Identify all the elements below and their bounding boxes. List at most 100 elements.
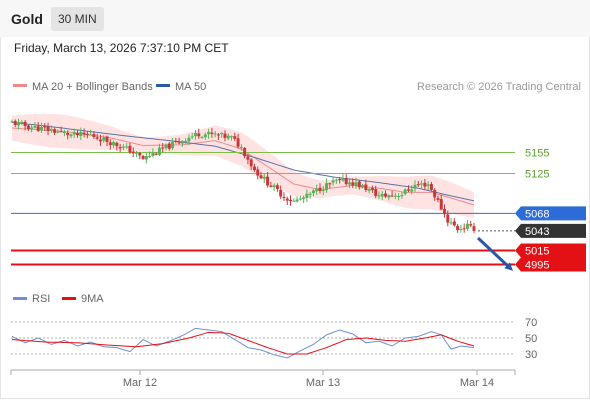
candle-body [148, 156, 152, 158]
candle-body [252, 166, 256, 171]
candle-body [236, 138, 240, 147]
candle [239, 144, 243, 151]
rsi-ma-legend-label: 9MA [81, 293, 104, 305]
candle-body [347, 182, 351, 185]
candle-body [157, 147, 161, 155]
candle [203, 132, 207, 140]
candle-body [161, 147, 165, 149]
candle [23, 120, 27, 131]
rsi-panel: 70 50 30 [11, 317, 537, 361]
candle-body [364, 184, 368, 190]
candle [141, 154, 145, 160]
x-tick-label: Mar 12 [123, 377, 157, 389]
candle-body [246, 156, 250, 160]
candle-body [39, 126, 43, 131]
candle [151, 148, 155, 158]
candle-body [138, 153, 142, 156]
candle [462, 223, 466, 233]
candle-body [384, 193, 388, 197]
candle-body [207, 131, 211, 135]
candle [429, 181, 433, 192]
candle [230, 135, 234, 141]
candle [236, 133, 240, 149]
candle-body [295, 199, 299, 202]
candle [390, 190, 394, 197]
candle-body [23, 121, 27, 127]
candle-body [318, 187, 322, 192]
candle-body [344, 178, 348, 185]
candle-body [357, 181, 361, 188]
candle [393, 192, 397, 200]
candle-body [410, 189, 414, 192]
ma20-legend-label: MA 20 + Bollinger Bands [32, 81, 153, 93]
candle-body [105, 136, 109, 143]
candle-body [154, 153, 158, 155]
candle-body [121, 146, 125, 148]
candle-body [397, 196, 401, 198]
rsi-legend-label: RSI [32, 293, 50, 305]
pivot-tag [515, 206, 586, 221]
candle-body [334, 179, 338, 181]
candle-body [118, 147, 122, 149]
rsi-tick-50: 50 [525, 333, 537, 345]
candle [17, 118, 21, 130]
candle [331, 176, 335, 186]
candle-body [341, 178, 345, 181]
candle-body [13, 120, 17, 125]
candle-body [33, 126, 37, 128]
candle-body [20, 122, 24, 124]
x-axis: Mar 12 Mar 13 Mar 14 [10, 370, 516, 389]
timeframe-button[interactable]: 30 MIN [51, 7, 104, 31]
candle [357, 179, 361, 190]
candle-body [266, 176, 270, 186]
candle [465, 220, 469, 231]
resistance-label-5155: 5155 [525, 148, 549, 160]
candle [144, 153, 148, 164]
candle [364, 179, 368, 193]
candle-body [92, 134, 96, 138]
candle-body [112, 141, 116, 146]
candle-body [184, 141, 188, 143]
candle [243, 147, 247, 159]
candle [426, 181, 430, 190]
candle-body [56, 131, 60, 133]
candle-body [426, 184, 430, 186]
candle-body [403, 189, 407, 195]
candle-body [200, 136, 204, 138]
candle [66, 130, 70, 140]
candle [56, 129, 60, 134]
candle [249, 158, 253, 171]
candle-body [338, 179, 342, 181]
candle-body [197, 133, 201, 137]
candle-body [187, 137, 191, 142]
candle-body [302, 197, 306, 199]
candle [367, 187, 371, 194]
candle-body [282, 196, 286, 198]
resistance-label-5125: 5125 [525, 169, 549, 181]
candle [216, 132, 220, 141]
candle-body [49, 129, 53, 131]
candle [325, 178, 329, 193]
candle [85, 131, 89, 139]
candle-body [400, 194, 404, 197]
candle-body [380, 193, 384, 197]
candle [210, 127, 214, 138]
candle [370, 185, 374, 193]
candle-body [230, 136, 234, 138]
candle [275, 183, 279, 192]
candle [13, 119, 17, 128]
candle-body [439, 199, 443, 210]
candle-body [429, 184, 433, 190]
candle-body [285, 198, 289, 201]
candle-body [239, 146, 243, 148]
rsi-legend-swatch [13, 297, 27, 300]
candle [138, 151, 142, 160]
candle-body [46, 126, 50, 131]
candle-body [223, 133, 227, 138]
candle [446, 210, 450, 227]
candle [10, 119, 14, 123]
candle [449, 218, 453, 225]
rsi-legend: RSI 9MA [13, 293, 104, 305]
candle-body [331, 180, 335, 183]
